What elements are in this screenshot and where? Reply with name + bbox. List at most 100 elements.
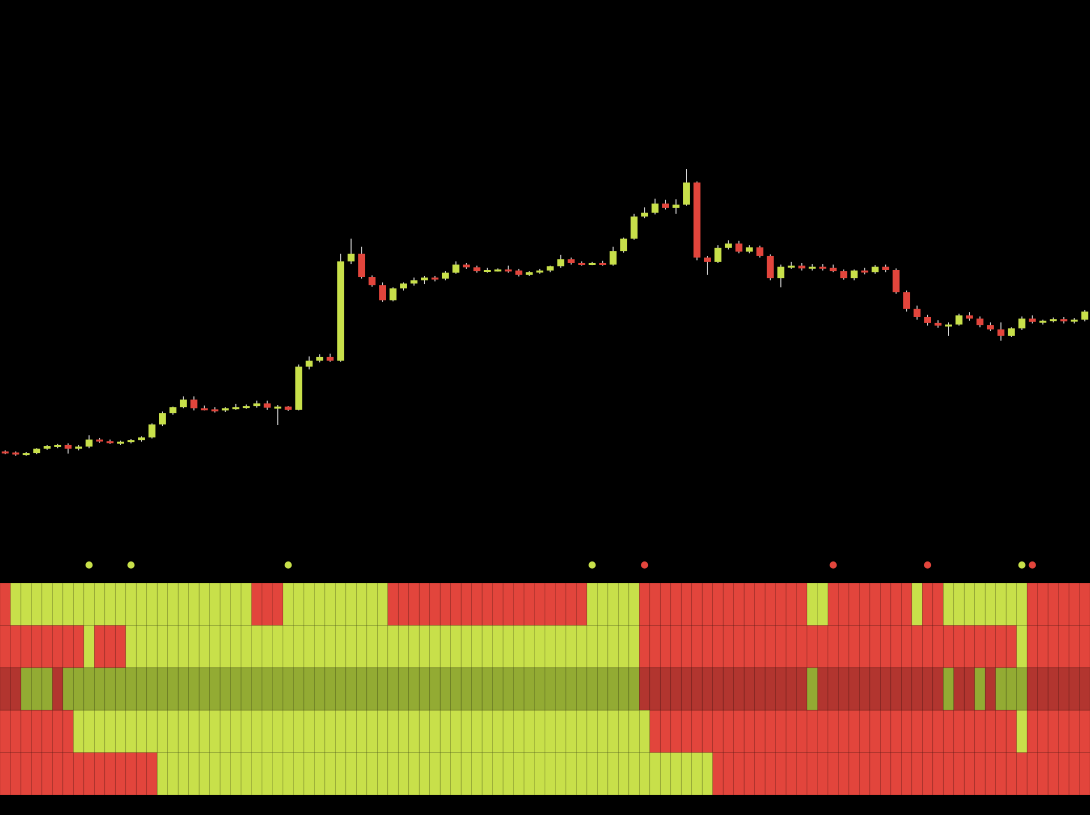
heatmap-cell-down	[722, 709, 734, 753]
heatmap-cell-down	[838, 709, 850, 753]
candle	[515, 268, 523, 277]
candle	[662, 199, 669, 210]
candle	[567, 257, 575, 265]
heatmap-cell-down	[911, 625, 923, 669]
heatmap-cell-down	[796, 583, 808, 626]
heatmap-cell-up	[251, 667, 263, 711]
heatmap-cell-up	[408, 667, 420, 711]
heatmap-cell-down	[576, 583, 588, 626]
heatmap-cell-down	[859, 583, 871, 626]
candle-body-down	[200, 408, 208, 411]
heatmap-cell-down	[680, 583, 693, 626]
candle	[117, 440, 124, 445]
heatmap-cell-down	[754, 709, 766, 753]
heatmap-cell-down	[785, 709, 797, 753]
candle-body-down	[703, 257, 711, 262]
heatmap-cell-up	[618, 667, 630, 711]
heatmap-cell-up	[356, 667, 368, 711]
candle	[64, 443, 72, 454]
heatmap-cell-up	[293, 709, 305, 753]
heatmap-cell-up	[303, 667, 315, 711]
candle-body-up	[714, 247, 722, 262]
heatmap-cell-up	[387, 752, 399, 795]
heatmap-cell-down	[146, 752, 158, 795]
heatmap-cell-up	[324, 583, 336, 626]
candle	[756, 245, 764, 258]
heatmap-cell-down	[135, 752, 148, 795]
heatmap-cell-up	[314, 709, 326, 753]
heatmap-cell-up	[502, 667, 514, 711]
signal-dot-up	[1018, 561, 1026, 569]
heatmap-cell-down	[1037, 667, 1049, 711]
heatmap-cell-down	[31, 752, 43, 795]
candle	[934, 320, 942, 328]
heatmap-cell-up	[397, 752, 410, 795]
heatmap-cell-up	[555, 709, 567, 753]
heatmap-cell-down	[1079, 625, 1090, 669]
heatmap-cell-down	[62, 625, 74, 669]
heatmap-cell-up	[460, 752, 472, 795]
heatmap-cell-down	[995, 709, 1007, 753]
heatmap-cell-down	[764, 583, 776, 626]
heatmap-cell-up	[607, 667, 619, 711]
heatmap-cell-up	[513, 625, 525, 669]
candle	[211, 407, 219, 413]
heatmap-cell-down	[764, 667, 776, 711]
heatmap-cell-up	[492, 667, 504, 711]
heatmap-cell-up	[439, 667, 451, 711]
candle	[745, 245, 753, 254]
candle	[871, 265, 879, 274]
heatmap-cell-up	[408, 625, 420, 669]
heatmap-cell-down	[670, 709, 682, 753]
heatmap-cell-down	[984, 709, 996, 753]
heatmap-cell-up	[628, 709, 640, 753]
heatmap-cell-down	[775, 625, 787, 669]
heatmap-cell-up	[429, 709, 441, 753]
heatmap-cell-down	[859, 709, 871, 753]
heatmap-cell-up	[460, 709, 472, 753]
candle	[777, 264, 785, 288]
candle	[808, 264, 816, 271]
heatmap-cell-down	[796, 667, 808, 711]
heatmap-cell-down	[764, 752, 776, 795]
heatmap-cell-up	[73, 667, 85, 711]
heatmap-cell-up	[555, 667, 567, 711]
heatmap-cell-down	[114, 625, 127, 669]
heatmap-cell-up	[335, 625, 347, 669]
heatmap-cell-up	[670, 752, 682, 795]
candle-body-up	[242, 406, 250, 409]
candle-body-up	[452, 264, 460, 273]
heatmap-cell-up	[502, 752, 514, 795]
heatmap-cell-down	[513, 583, 525, 626]
heatmap-cell-up	[387, 709, 399, 753]
heatmap-cell-up	[345, 625, 357, 669]
heatmap-cell-up	[188, 709, 200, 753]
heatmap-cell-down	[733, 583, 745, 626]
heatmap-cell-down	[722, 625, 734, 669]
heatmap-cell-up	[356, 709, 368, 753]
heatmap-cell-up	[251, 709, 263, 753]
candle	[242, 404, 250, 409]
heatmap-cell-up	[439, 709, 451, 753]
heatmap-cell-up	[607, 625, 619, 669]
heatmap-cell-up	[209, 625, 221, 669]
candle-body-up	[22, 453, 30, 456]
heatmap-cell-up	[586, 583, 598, 626]
heatmap-cell-up	[261, 709, 273, 753]
candle	[221, 407, 229, 413]
heatmap-cell-up	[167, 752, 179, 795]
signal-marker-series	[85, 561, 1036, 569]
heatmap-cell-up	[995, 667, 1007, 711]
heatmap-cell-down	[764, 709, 776, 753]
heatmap-cell-up	[125, 667, 137, 711]
candle	[22, 451, 30, 456]
heatmap-cell-down	[104, 625, 116, 669]
heatmap-cell-down	[439, 583, 451, 626]
heatmap-cell-up	[356, 752, 368, 795]
candle	[703, 255, 711, 275]
heatmap-cell-up	[156, 583, 168, 626]
heatmap-cell-down	[880, 752, 892, 795]
candle	[504, 265, 512, 273]
heatmap-cell-up	[471, 709, 483, 753]
candle	[1028, 315, 1036, 324]
